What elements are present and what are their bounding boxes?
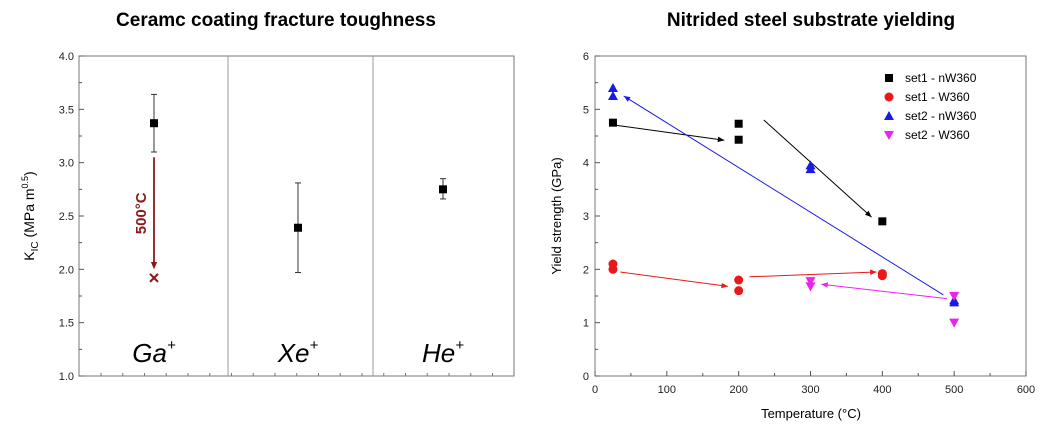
y-label-close: ) — [21, 171, 37, 176]
category-label-sup: + — [455, 337, 464, 354]
data-point — [607, 83, 618, 92]
y-tick-label: 2.0 — [59, 264, 74, 276]
x-tick-label: 300 — [801, 384, 819, 396]
trend-arrowhead — [623, 96, 631, 102]
y-axis-label: KIC (MPa m0.5) — [20, 171, 41, 260]
category-label: He+ — [422, 337, 464, 368]
legend-marker — [884, 111, 894, 120]
data-point — [877, 271, 887, 281]
y-label-exponent: 0.5 — [20, 176, 30, 189]
data-marks: Ga+ Xe+ He+500°C — [132, 93, 464, 368]
trend-arrow — [616, 124, 725, 141]
y-tick-label: 6 — [583, 51, 589, 63]
data-point — [734, 275, 744, 285]
legend-marker — [884, 131, 894, 140]
y-tick-label: 2 — [583, 264, 589, 276]
data-point — [949, 297, 960, 307]
trend-arrowhead — [721, 282, 728, 289]
y-tick-label: 0 — [583, 371, 589, 383]
trend-arrowhead — [717, 136, 725, 143]
category-label: Ga+ — [132, 337, 176, 368]
category-label: Xe+ — [277, 337, 319, 368]
fracture-toughness-chart: Ceramc coating fracture toughness 1.0 1.5… — [20, 10, 515, 383]
data-point — [949, 292, 960, 301]
y-tick-label: 3.0 — [59, 158, 74, 170]
data-point — [949, 318, 960, 328]
y-label-subscript: IC — [30, 241, 41, 251]
data-point — [878, 217, 887, 226]
trend-arrow — [620, 271, 728, 287]
trend-arrow — [821, 283, 948, 300]
data-point — [608, 264, 618, 274]
trend-arrow — [749, 271, 877, 278]
y-tick-label: 5 — [583, 104, 589, 116]
trend-arrow — [623, 95, 944, 296]
legend-marker — [884, 92, 894, 102]
y-label-main: K — [21, 251, 37, 261]
trend-arrowhead — [870, 269, 877, 275]
data-point — [734, 135, 743, 144]
annotation-arrowhead — [150, 261, 158, 270]
category-label-base: Xe — [277, 338, 310, 368]
y-tick-label: 1.0 — [59, 371, 74, 383]
data-point — [607, 91, 618, 100]
legend-label: set1 - nW360 — [905, 71, 977, 85]
data-point — [734, 286, 744, 296]
yield-strength-chart: Nitrided steel substrate yielding 0 100 20… — [549, 10, 1035, 421]
category-label-sup: + — [167, 337, 176, 354]
data-point — [734, 119, 743, 128]
legend-label: set2 - nW360 — [905, 109, 977, 123]
data-point — [150, 119, 158, 128]
annotation-marker — [149, 273, 159, 283]
data-point — [805, 282, 816, 292]
data-point — [805, 164, 816, 174]
axis-ticks: 0 100 200 300 400 500 600 0 1 2 3 4 5 6 — [583, 51, 1035, 396]
trend-arrows — [616, 95, 948, 300]
category-label-sup: + — [310, 337, 319, 354]
y-tick-label: 3.5 — [59, 104, 74, 116]
y-tick-label: 1 — [583, 318, 589, 330]
x-tick-label: 100 — [658, 384, 676, 396]
y-tick-label: 4.0 — [59, 51, 74, 63]
data-point — [439, 185, 447, 194]
category-label-base: Ga — [132, 338, 167, 368]
legend-label: set2 - W360 — [905, 128, 970, 142]
trend-arrowhead — [864, 210, 872, 218]
data-marks — [607, 83, 960, 328]
legend: set1 - nW360 set1 - W360 set2 - nW360 set2 … — [884, 71, 977, 142]
x-tick-label: 400 — [873, 384, 891, 396]
y-axis-label: Yield strength (GPa) — [549, 157, 564, 274]
y-tick-label: 2.5 — [59, 211, 74, 223]
x-tick-label: 500 — [945, 384, 963, 396]
data-point — [608, 118, 617, 127]
chart-title: Ceramc coating fracture toughness — [116, 10, 436, 31]
x-tick-label: 200 — [729, 384, 747, 396]
annotation-label: 500°C — [133, 192, 150, 234]
data-point — [805, 277, 816, 287]
y-tick-label: 4 — [583, 158, 589, 170]
trend-arrowhead — [821, 282, 828, 288]
x-tick-label: 600 — [1017, 384, 1035, 396]
data-point — [294, 223, 302, 232]
x-tick-label: 0 — [592, 384, 598, 396]
y-axis-ticks: 1.0 1.5 2.0 2.5 3.0 3.5 4.0 — [59, 51, 493, 383]
legend-marker — [885, 74, 893, 82]
x-axis-label: Temperature (°C) — [761, 406, 861, 421]
y-label-units: (MPa m — [21, 188, 37, 241]
chart-title: Nitrided steel substrate yielding — [667, 10, 955, 31]
plot-frame — [594, 55, 1027, 377]
trend-arrow — [763, 119, 872, 218]
legend-label: set1 - W360 — [905, 90, 970, 104]
category-label-base: He — [422, 338, 455, 368]
y-tick-label: 3 — [583, 211, 589, 223]
y-tick-label: 1.5 — [59, 318, 74, 330]
